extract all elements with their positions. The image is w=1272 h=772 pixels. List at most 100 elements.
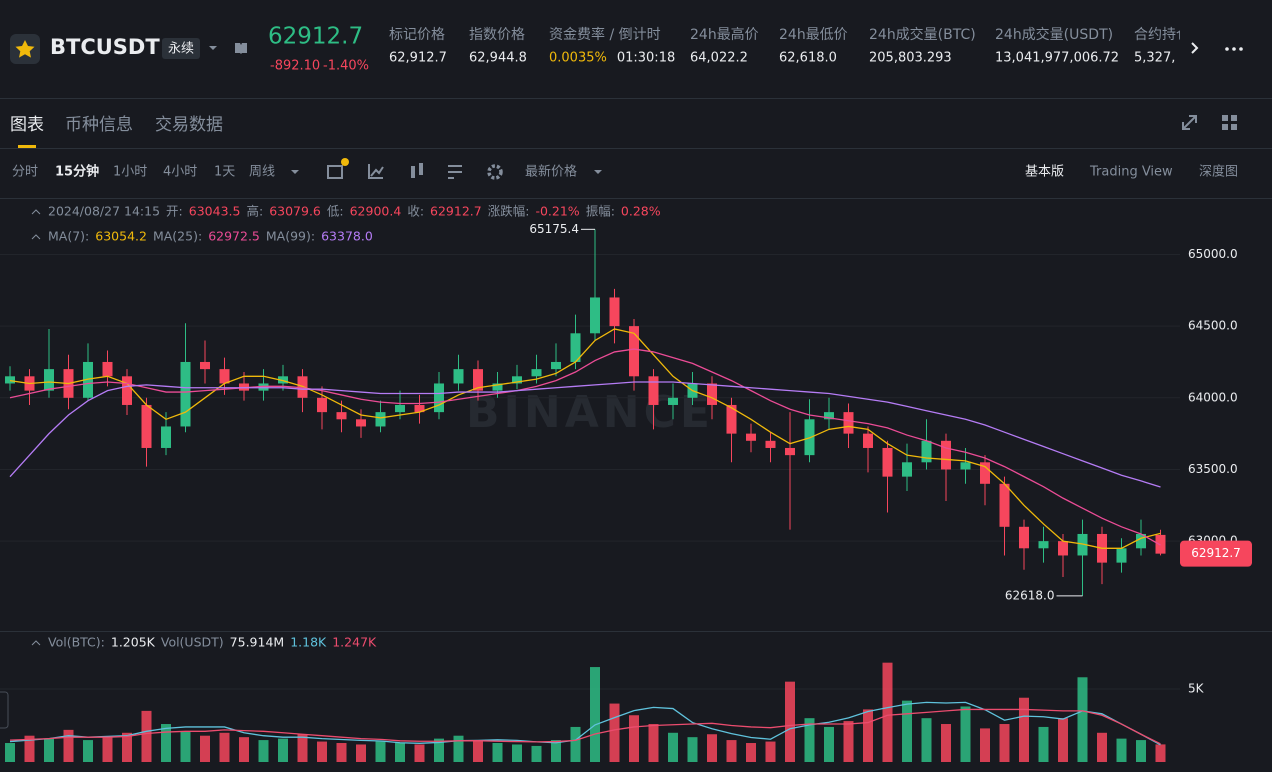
candle-body [1155, 534, 1166, 554]
interval[interactable]: 15分钟 [55, 164, 99, 180]
interval[interactable]: 1天 [214, 165, 235, 180]
view[interactable]: Trading View [1089, 165, 1173, 180]
next-icon[interactable] [1191, 42, 1199, 54]
view[interactable]: 基本版 [1025, 165, 1064, 180]
volume-bar [473, 740, 483, 762]
candle-body [336, 412, 347, 420]
tab-underline [18, 145, 36, 148]
draw-icon[interactable] [368, 164, 384, 179]
info-value: 62912.7 [430, 204, 482, 219]
volume-bar [726, 740, 737, 762]
stat-value: 0.0035% [549, 51, 607, 66]
info-label: 高: [246, 204, 263, 219]
volume-bar [492, 743, 503, 762]
tab[interactable]: 币种信息 [65, 115, 133, 135]
more-icon[interactable] [1225, 47, 1243, 51]
volume-bar [999, 724, 1010, 762]
vol-value: 1.205K [111, 635, 156, 650]
volume-bar [297, 734, 308, 762]
candle-body [473, 369, 483, 391]
candle-body [551, 361, 561, 370]
list-icon[interactable] [448, 165, 462, 179]
header: BTCUSDT 永续 62912.7 -892.10 -1.40% 标记价格 62… [10, 24, 1243, 74]
candle-body [921, 440, 932, 463]
interval[interactable]: 分时 [12, 165, 38, 180]
collapse-icon[interactable] [31, 234, 41, 240]
dot [341, 158, 349, 166]
candle-icon[interactable] [411, 163, 423, 178]
high-label: 65175.4 [529, 222, 579, 236]
volume-bar [921, 718, 932, 762]
volume-bar [317, 741, 327, 762]
dropdown-icon[interactable] [209, 46, 217, 50]
volume-bar [24, 735, 35, 762]
volume-bar [219, 732, 230, 762]
candle-body [102, 361, 113, 377]
candle-body [395, 404, 405, 413]
volume-bar [804, 718, 815, 762]
volume-bar [668, 732, 678, 762]
view[interactable]: 深度图 [1199, 164, 1238, 180]
candle-body [356, 419, 366, 427]
stat-value: 62,912.7 [389, 51, 447, 66]
info-value: 62900.4 [350, 204, 402, 219]
settings-icon[interactable] [487, 164, 503, 180]
candle-body [1038, 541, 1049, 549]
stat-value: 13,041,977,006.72 [995, 51, 1119, 66]
candle-body [1077, 533, 1088, 556]
candle-body [219, 369, 230, 384]
ma-line [9, 381, 1161, 488]
change: -892.10 [270, 59, 320, 74]
book-icon[interactable] [235, 43, 247, 54]
ma-name: MA(99): [266, 229, 315, 244]
ma-line [9, 328, 1161, 549]
dropdown-icon[interactable] [594, 170, 602, 174]
dropdown-icon[interactable] [291, 170, 299, 174]
interval[interactable]: 周线 [249, 165, 275, 180]
volume-bar [941, 724, 951, 762]
interval[interactable]: 1小时 [113, 165, 147, 180]
candle-body [648, 376, 659, 405]
tab[interactable]: 交易数据 [155, 115, 223, 135]
candle-body [785, 447, 795, 456]
stats: 标记价格 62,912.7 指数价格 62,944.8 资金费率 / 倒计时 0.0035… [389, 26, 1180, 66]
candle-body [765, 440, 776, 448]
volume-bar [765, 741, 776, 762]
volume-bar [882, 662, 893, 762]
volume-bar [1155, 744, 1166, 762]
info-label: 收: [407, 204, 424, 219]
volume-bar [609, 703, 620, 762]
volume-bar [902, 700, 912, 762]
info-value: 0.28% [621, 204, 661, 219]
collapse-icon[interactable] [31, 209, 41, 215]
collapse-icon[interactable] [31, 640, 41, 646]
layout-icon[interactable] [1222, 115, 1237, 130]
candle-body [863, 433, 873, 448]
y-tick-label: 64500.0 [1188, 319, 1238, 333]
tab[interactable]: 图表 [10, 115, 44, 135]
candle-body [1136, 533, 1146, 549]
volume-bar [258, 740, 269, 762]
candle-body [44, 369, 54, 391]
candle-body [999, 483, 1010, 527]
price-tag [1180, 540, 1252, 567]
volume-bar [414, 744, 425, 762]
price-type[interactable]: 最新价格 [525, 164, 577, 180]
ma-line [9, 701, 1161, 746]
volume-bar [83, 740, 93, 762]
fullscreen-icon[interactable] [1182, 115, 1197, 130]
info-label: 开: [166, 204, 183, 219]
candle-body [375, 412, 386, 427]
volume-bar [63, 729, 74, 762]
ma-line [9, 348, 1161, 546]
interval[interactable]: 4小时 [163, 165, 197, 180]
candle-body [83, 361, 93, 398]
volume-bar [551, 740, 561, 762]
volume-bar [531, 745, 542, 762]
indicator-icon[interactable] [327, 165, 343, 179]
y-tick-label: 65000.0 [1188, 247, 1238, 261]
stat-label: 指数价格 [469, 27, 525, 43]
side-handle[interactable] [0, 691, 9, 729]
stat-label: 24h成交量(USDT) [995, 26, 1113, 43]
